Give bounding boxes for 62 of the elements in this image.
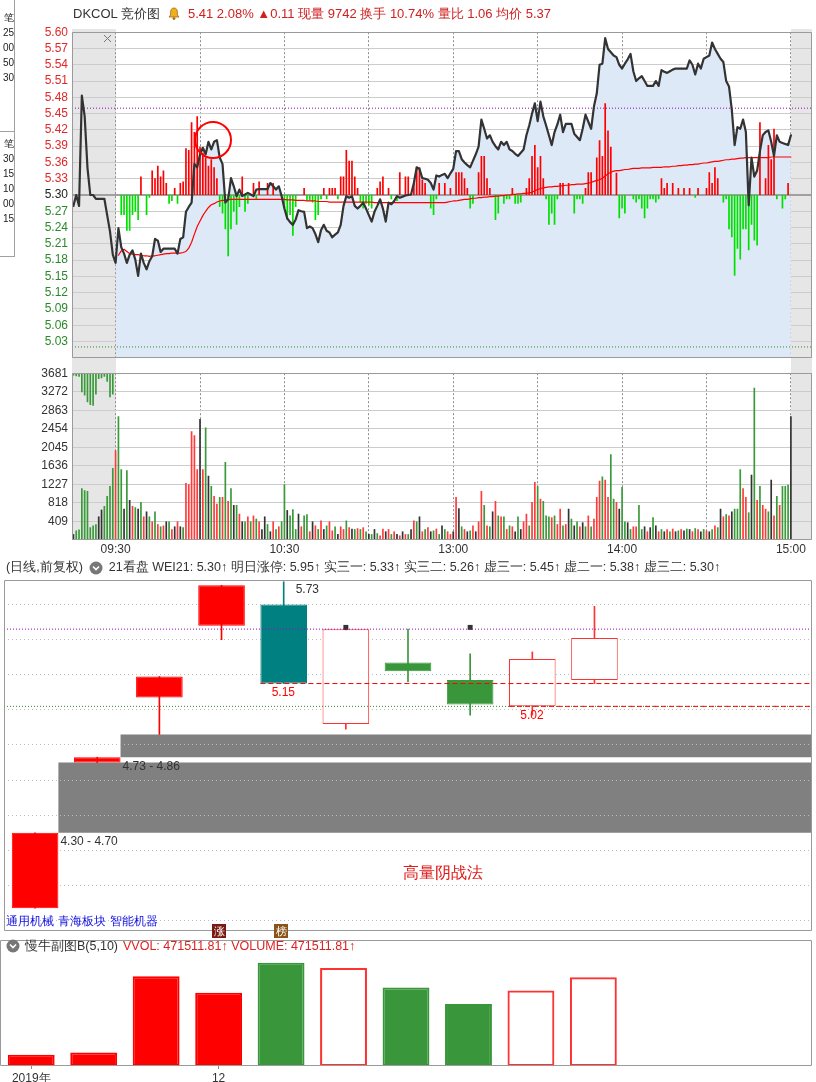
y-tick-label: 5.54 bbox=[44, 57, 69, 72]
annotation: 高量阴战法 bbox=[402, 863, 484, 883]
text: 15 bbox=[1, 167, 14, 181]
y-tick-label: 5.60 bbox=[44, 24, 69, 39]
y-tick-label: 2863 bbox=[41, 402, 69, 417]
x-tick-label: 14:00 bbox=[607, 541, 638, 556]
y-tick-label: 5.27 bbox=[44, 203, 69, 218]
y-tick-label: 5.12 bbox=[44, 284, 69, 299]
annotation: 智能机器 bbox=[110, 913, 158, 930]
x-tick-label: 13:00 bbox=[438, 541, 469, 556]
y-tick-label: 5.03 bbox=[44, 333, 69, 348]
text: 10 bbox=[1, 182, 14, 196]
y-tick-label: 409 bbox=[47, 513, 69, 528]
text: 00 bbox=[1, 197, 14, 211]
y-tick-label: 5.45 bbox=[44, 105, 69, 120]
chart-title: DKCOL 竞价图 bbox=[73, 5, 160, 23]
y-tick-label: 5.30 bbox=[44, 187, 69, 202]
annotation: 涨 bbox=[212, 924, 226, 938]
y-tick-label: 818 bbox=[47, 495, 69, 510]
x-tick-label: 10:30 bbox=[269, 541, 300, 556]
annotation: 青海板块 bbox=[58, 913, 106, 930]
chart-subtitle: 5.41 2.08% ▲0.11 现量 9742 换手 10.74% 量比 1.06 均价 5.37 bbox=[187, 5, 552, 23]
y-tick-label: 5.51 bbox=[44, 73, 69, 88]
chart-subtitle: 21看盘 WEI21: 5.30↑ 明日涨停: 5.95↑ 实三一: 5.33↑ 实三二: 5.26↑ 虚三一: 5.45↑ 虚二一: 5.38↑ 虚三二: 5.30↑ bbox=[108, 559, 721, 576]
annotation: 通用机械 bbox=[6, 913, 54, 930]
y-tick-label: 1636 bbox=[41, 458, 69, 473]
y-tick-label: 5.33 bbox=[44, 171, 69, 186]
y-tick-label: 5.18 bbox=[44, 252, 69, 267]
x-tick-label: 12 bbox=[211, 1070, 226, 1082]
y-tick-label: 2454 bbox=[41, 421, 69, 436]
y-tick-label: 2045 bbox=[41, 439, 69, 454]
text: 25 bbox=[1, 26, 14, 40]
y-tick-label: 5.24 bbox=[44, 219, 69, 234]
y-tick-label: 5.39 bbox=[44, 138, 69, 153]
y-tick-label: 3272 bbox=[41, 384, 69, 399]
annotation: 榜 bbox=[274, 924, 288, 938]
text: 笔 bbox=[3, 137, 14, 151]
y-tick-label: 5.21 bbox=[44, 236, 69, 251]
ref-line-label: 5.15 bbox=[271, 684, 296, 699]
y-tick-label: 5.15 bbox=[44, 268, 69, 283]
text: 15 bbox=[1, 212, 14, 226]
text: 30 bbox=[1, 152, 14, 166]
y-tick-label: 1227 bbox=[41, 476, 69, 491]
band-label: 4.30 - 4.70 bbox=[60, 834, 119, 849]
y-tick-label: 5.36 bbox=[44, 154, 69, 169]
text: 30 bbox=[1, 71, 14, 85]
annotation: 5.73 bbox=[295, 582, 320, 597]
text: 00 bbox=[1, 41, 14, 55]
y-tick-label: 5.57 bbox=[44, 40, 69, 55]
x-tick-label: 09:30 bbox=[100, 541, 131, 556]
y-tick-label: 5.48 bbox=[44, 89, 69, 104]
chart-title: 慢牛副图B(5,10) bbox=[25, 939, 118, 953]
ref-line-label: 5.02 bbox=[520, 707, 544, 722]
chart-title: (日线,前复权) bbox=[6, 559, 83, 576]
y-tick-label: 5.42 bbox=[44, 122, 69, 137]
text: 笔 bbox=[3, 11, 14, 25]
y-tick-label: 3681 bbox=[41, 365, 69, 380]
x-tick-label: 15:00 bbox=[775, 541, 807, 556]
y-tick-label: 5.09 bbox=[44, 301, 69, 316]
text: 50 bbox=[1, 56, 14, 70]
y-tick-label: 5.06 bbox=[44, 317, 69, 332]
chart-subtitle: VVOL: 471511.81↑ VOLUME: 471511.81↑ bbox=[123, 939, 356, 953]
